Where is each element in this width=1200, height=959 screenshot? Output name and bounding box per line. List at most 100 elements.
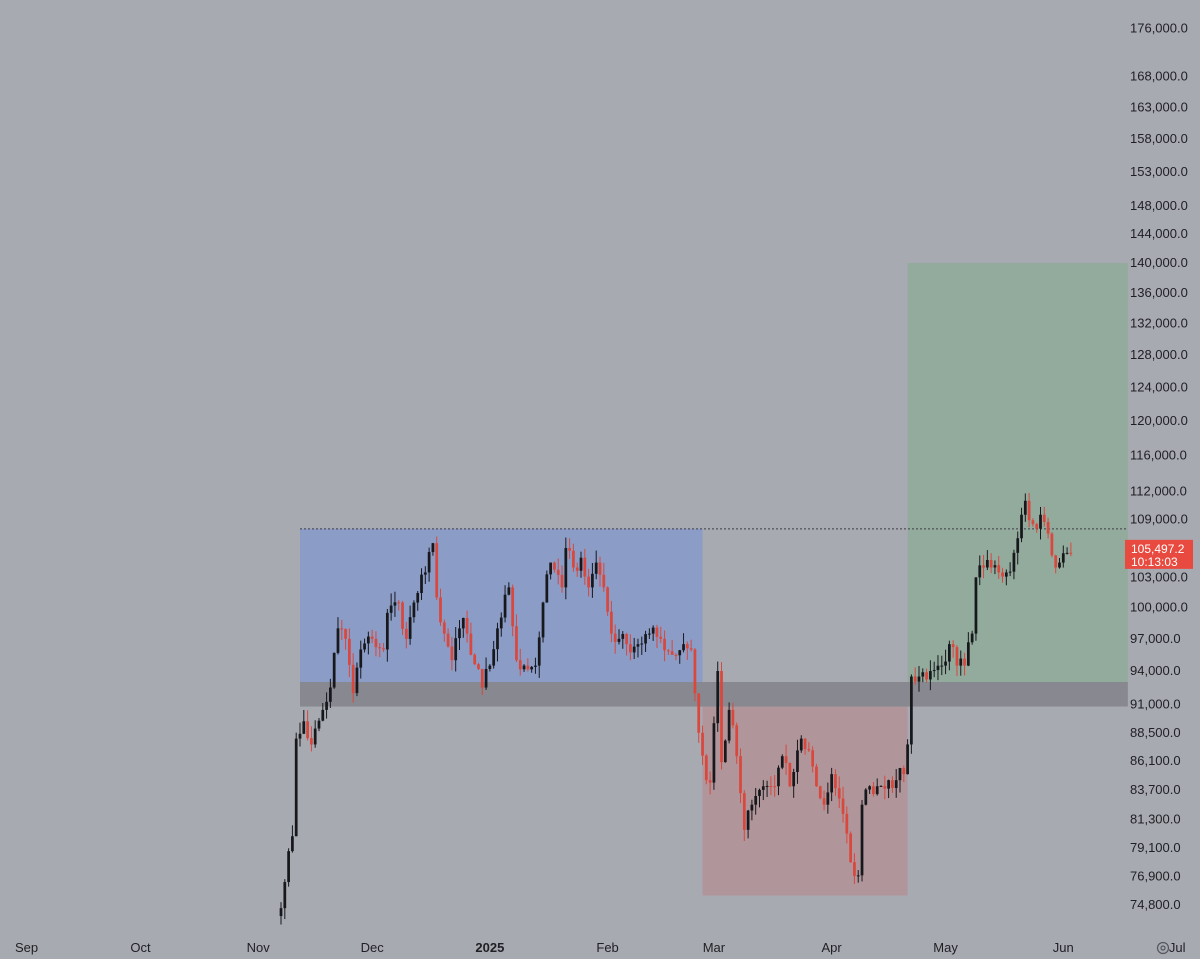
candle-body bbox=[465, 617, 469, 634]
candle bbox=[651, 625, 655, 641]
candle bbox=[978, 555, 982, 586]
time-tick-label: Jul bbox=[1169, 940, 1186, 955]
candle-body bbox=[359, 649, 363, 668]
candle bbox=[499, 612, 503, 637]
candle-body bbox=[868, 786, 871, 790]
candle-body bbox=[1023, 500, 1027, 515]
candle bbox=[773, 775, 777, 797]
candle bbox=[313, 720, 317, 748]
candle bbox=[769, 776, 773, 796]
candle bbox=[822, 790, 826, 811]
candle bbox=[716, 661, 720, 732]
candle-body bbox=[499, 617, 503, 629]
zone-range bbox=[300, 528, 703, 683]
candle bbox=[879, 785, 883, 787]
candle bbox=[435, 536, 439, 600]
candle bbox=[1065, 547, 1069, 555]
candle-body bbox=[799, 738, 803, 751]
candle bbox=[742, 790, 746, 842]
candle bbox=[693, 648, 697, 702]
candle-body bbox=[534, 665, 537, 667]
candle bbox=[446, 628, 450, 648]
candle bbox=[739, 748, 742, 804]
price-tick-label: 120,000.0 bbox=[1130, 413, 1188, 428]
candle bbox=[685, 641, 689, 660]
candle-body bbox=[807, 749, 811, 751]
candle bbox=[458, 620, 461, 651]
candle-body bbox=[575, 567, 579, 571]
candle-body bbox=[902, 768, 906, 775]
candle-body bbox=[894, 780, 898, 788]
candle-body bbox=[997, 565, 1001, 573]
candle-body bbox=[397, 602, 401, 604]
candle-body bbox=[458, 628, 461, 639]
candle bbox=[454, 626, 458, 672]
candle bbox=[731, 702, 735, 729]
candle bbox=[959, 650, 963, 676]
gear-icon[interactable] bbox=[1156, 941, 1170, 955]
candle-body bbox=[279, 908, 283, 917]
candle-body bbox=[541, 602, 545, 638]
candle bbox=[370, 629, 374, 644]
candle bbox=[864, 788, 868, 806]
candle bbox=[807, 742, 811, 753]
candle-body bbox=[845, 813, 849, 834]
candle bbox=[431, 542, 435, 556]
candle-body bbox=[1039, 514, 1042, 529]
candle bbox=[720, 662, 723, 770]
candle-body bbox=[830, 774, 834, 793]
candle bbox=[549, 562, 552, 580]
candle bbox=[746, 809, 750, 839]
candle-body bbox=[678, 650, 682, 656]
candle bbox=[663, 630, 666, 662]
candle-body bbox=[640, 643, 644, 645]
candle bbox=[518, 648, 522, 676]
price-axis[interactable]: 176,000.0 168,000.0 163,000.0 158,000.0 153,… bbox=[1130, 21, 1188, 912]
candle bbox=[598, 556, 602, 587]
candle-body bbox=[803, 738, 807, 750]
candle bbox=[534, 657, 537, 674]
candle-body bbox=[287, 851, 290, 883]
candle bbox=[799, 735, 803, 753]
candle bbox=[932, 661, 936, 678]
candle bbox=[670, 639, 674, 655]
candle-body bbox=[754, 796, 758, 805]
candle bbox=[298, 722, 302, 747]
candle bbox=[465, 610, 469, 643]
candle-body bbox=[701, 732, 704, 756]
candle-body bbox=[404, 628, 408, 639]
candle bbox=[758, 788, 761, 808]
candle-body bbox=[325, 701, 328, 710]
candle-body bbox=[921, 672, 925, 677]
candle-body bbox=[439, 597, 442, 623]
zones-layer bbox=[300, 263, 1128, 896]
candle-body bbox=[625, 634, 628, 645]
candle bbox=[841, 786, 845, 823]
candle bbox=[469, 622, 473, 656]
candle bbox=[1046, 517, 1050, 539]
candle bbox=[997, 555, 1001, 579]
candle-body bbox=[420, 574, 423, 594]
candle bbox=[891, 776, 894, 793]
price-tick-label: 74,800.0 bbox=[1130, 897, 1181, 912]
candle bbox=[1069, 542, 1073, 557]
candle bbox=[659, 626, 663, 644]
candle-body bbox=[450, 646, 454, 661]
candle bbox=[792, 768, 796, 798]
candle bbox=[492, 640, 496, 669]
candle-body bbox=[758, 789, 761, 797]
candle-body bbox=[522, 665, 526, 670]
price-tick-label: 88,500.0 bbox=[1130, 725, 1181, 740]
candle bbox=[378, 643, 382, 658]
candle bbox=[1001, 567, 1004, 583]
time-axis[interactable]: Sep Oct Nov Dec 2025 Feb Mar Apr May Jun Jul bbox=[15, 940, 1186, 955]
candle-body bbox=[492, 649, 496, 666]
candle bbox=[503, 585, 507, 623]
candle bbox=[545, 570, 549, 603]
candle bbox=[727, 702, 731, 744]
candle-body bbox=[974, 577, 978, 634]
candle bbox=[530, 665, 534, 673]
price-tick-label: 140,000.0 bbox=[1130, 255, 1188, 270]
candle-body bbox=[431, 543, 435, 553]
